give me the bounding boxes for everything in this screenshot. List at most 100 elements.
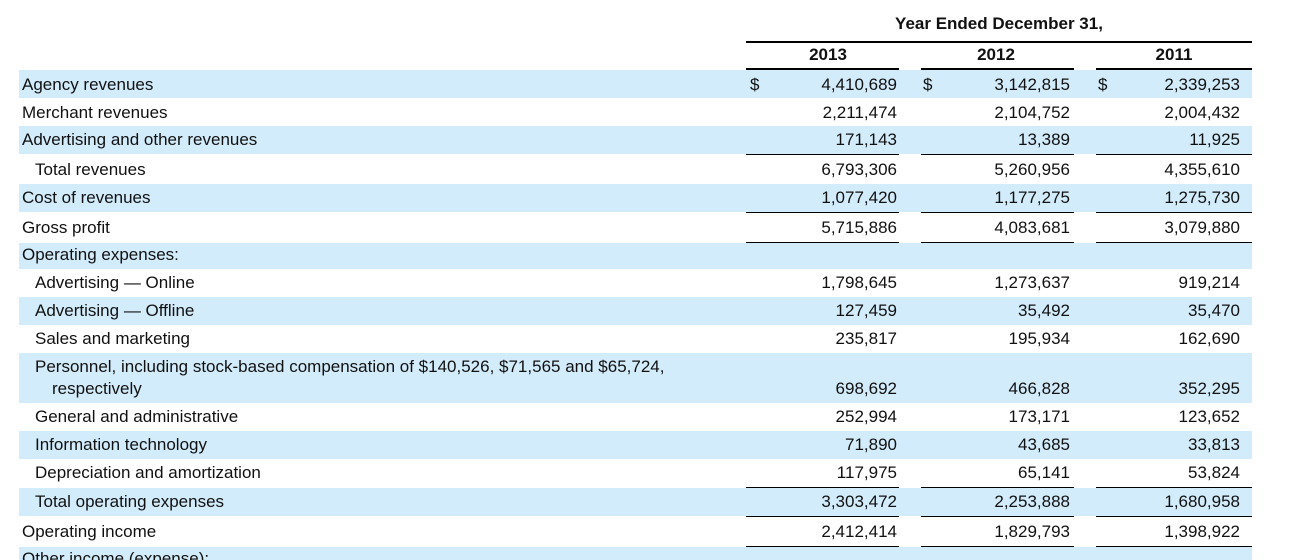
table-row: Total operating expenses 3,303,472 2,253… — [19, 488, 1252, 516]
value-2011: 2,004,432 — [1164, 103, 1240, 122]
value-2013: 3,303,472 — [821, 492, 897, 511]
subtotal-rule — [746, 212, 899, 213]
value-2013: 2,211,474 — [822, 103, 897, 122]
currency-symbol: $ — [1098, 75, 1108, 94]
value-2011: 123,652 — [1178, 407, 1240, 426]
table-row: Sales and marketing 235,817 195,934 162,… — [19, 325, 1252, 353]
value-2011: 2,339,253 — [1164, 75, 1240, 94]
row-label: Agency revenues — [22, 75, 154, 94]
period-header: Year Ended December 31, — [895, 14, 1103, 33]
value-2012: 43,685 — [1018, 435, 1070, 454]
value-2013: 235,817 — [835, 329, 897, 348]
value-2013: 127,459 — [835, 301, 897, 320]
value-2013: 5,715,886 — [821, 218, 897, 237]
value-2012: 195,934 — [1008, 329, 1070, 348]
header-rule — [746, 41, 1252, 43]
year-2013-header: 2013 — [809, 45, 847, 64]
row-label: Cost of revenues — [22, 188, 151, 207]
value-2012: 1,177,275 — [994, 188, 1070, 207]
value-2011: 1,398,922 — [1164, 522, 1240, 541]
year-2011-rule — [1096, 68, 1252, 70]
row-label-continued: respectively — [52, 379, 142, 398]
table-row: Agency revenues $ 4,410,689 $ 3,142,815 … — [19, 70, 1252, 98]
value-2012: 35,492 — [1018, 301, 1070, 320]
section-label: Other income (expense): — [22, 549, 210, 560]
table-row: Merchant revenues 2,211,474 2,104,752 2,… — [19, 98, 1252, 126]
subtotal-rule — [921, 546, 1074, 547]
table-row: Personnel, including stock-based compens… — [19, 353, 1252, 403]
table-row: General and administrative 252,994 173,1… — [19, 403, 1252, 431]
subtotal-rule — [1096, 242, 1252, 243]
subtotal-rule — [921, 516, 1074, 517]
year-2011-header: 2011 — [1155, 45, 1193, 64]
value-2011: 11,925 — [1189, 130, 1240, 149]
row-label: Depreciation and amortization — [35, 463, 261, 482]
year-2012-rule — [921, 68, 1074, 70]
value-2011: 919,214 — [1178, 273, 1240, 292]
table-row: Gross profit 5,715,886 4,083,681 3,079,8… — [19, 213, 1252, 242]
value-2012: 466,828 — [1008, 379, 1070, 398]
row-label: General and administrative — [35, 407, 239, 426]
table-row: Information technology 71,890 43,685 33,… — [19, 431, 1252, 459]
value-2013: 2,412,414 — [821, 522, 897, 541]
value-2012: 2,253,888 — [994, 492, 1070, 511]
value-2011: 3,079,880 — [1164, 218, 1240, 237]
subtotal-rule — [1096, 212, 1252, 213]
value-2011: 1,680,958 — [1164, 492, 1240, 511]
currency-symbol: $ — [923, 75, 933, 94]
row-label: Advertising — Offline — [35, 301, 195, 320]
table-row: Advertising and other revenues 171,143 1… — [19, 126, 1252, 154]
table-row: Total revenues 6,793,306 5,260,956 4,355… — [19, 155, 1252, 184]
subtotal-rule — [921, 154, 1074, 155]
value-2011: 352,295 — [1178, 379, 1240, 398]
subtotal-rule — [1096, 516, 1252, 517]
value-2013: 71,890 — [845, 435, 897, 454]
table-row: Depreciation and amortization 117,975 65… — [19, 459, 1252, 487]
currency-symbol: $ — [750, 75, 760, 94]
year-2013-rule — [746, 68, 899, 70]
subtotal-rule — [746, 154, 899, 155]
value-2012: 4,083,681 — [994, 218, 1070, 237]
value-2012: 173,171 — [1008, 407, 1070, 426]
row-label: Merchant revenues — [22, 103, 168, 122]
value-2013: 117,975 — [836, 463, 897, 482]
table-row: Advertising — Online 1,798,645 1,273,637… — [19, 269, 1252, 297]
value-2013: 171,143 — [835, 130, 897, 149]
value-2011: 162,690 — [1178, 329, 1240, 348]
table-row: Advertising — Offline 127,459 35,492 35,… — [19, 297, 1252, 325]
subtotal-rule — [746, 487, 899, 488]
value-2012: 65,141 — [1018, 463, 1070, 482]
section-header-row: Other income (expense): — [19, 547, 1252, 560]
row-label: Advertising and other revenues — [22, 130, 258, 149]
row-label: Total operating expenses — [35, 492, 225, 511]
row-label: Personnel, including stock-based compens… — [35, 357, 665, 376]
value-2013: 252,994 — [835, 407, 897, 426]
value-2013: 698,692 — [835, 379, 897, 398]
section-label: Operating expenses: — [22, 245, 179, 264]
value-2013: 4,410,689 — [821, 75, 897, 94]
subtotal-rule — [746, 546, 899, 547]
value-2011: 33,813 — [1188, 435, 1240, 454]
value-2013: 6,793,306 — [821, 160, 897, 179]
value-2011: 35,470 — [1188, 301, 1240, 320]
value-2013: 1,077,420 — [821, 188, 897, 207]
year-2012-header: 2012 — [977, 45, 1015, 64]
value-2012: 1,273,637 — [994, 273, 1070, 292]
row-label: Sales and marketing — [35, 329, 190, 348]
value-2012: 5,260,956 — [994, 160, 1070, 179]
table-row: Operating income 2,412,414 1,829,793 1,3… — [19, 517, 1252, 546]
subtotal-rule — [1096, 154, 1252, 155]
subtotal-rule — [746, 242, 899, 243]
subtotal-rule — [1096, 546, 1252, 547]
row-label: Operating income — [22, 522, 157, 541]
subtotal-rule — [921, 242, 1074, 243]
subtotal-rule — [921, 212, 1074, 213]
table-row: Cost of revenues 1,077,420 1,177,275 1,2… — [19, 184, 1252, 212]
value-2013: 1,798,645 — [821, 273, 897, 292]
row-label: Advertising — Online — [35, 273, 195, 292]
value-2012: 3,142,815 — [994, 75, 1070, 94]
value-2011: 4,355,610 — [1164, 160, 1240, 179]
subtotal-rule — [921, 487, 1074, 488]
value-2011: 1,275,730 — [1164, 188, 1240, 207]
row-label: Information technology — [35, 435, 207, 454]
